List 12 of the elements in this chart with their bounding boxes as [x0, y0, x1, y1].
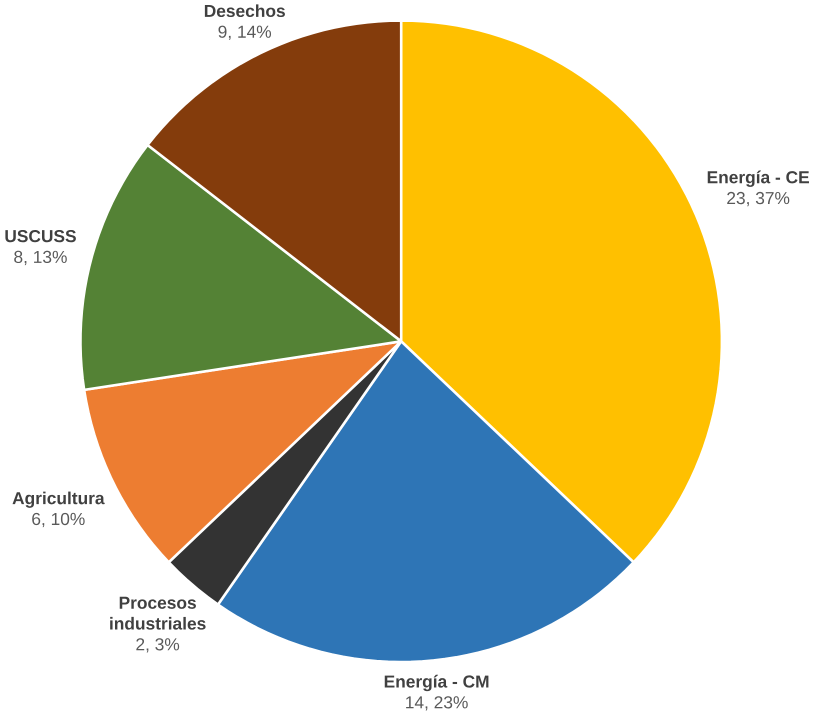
- data-label: 8, 13%: [14, 250, 67, 266]
- data-label: 14, 23%: [406, 696, 468, 711]
- slice-label: Procesos industriales: [110, 596, 206, 630]
- data-label: 6, 10%: [32, 512, 85, 528]
- slice-label: Agricultura: [12, 492, 105, 508]
- slice-label: Desechos: [204, 4, 285, 18]
- slice-label: Energía - CM: [384, 674, 488, 692]
- slice-label: Energía - CE: [708, 170, 809, 187]
- data-label: 23, 37%: [727, 192, 790, 206]
- data-label: 9, 14%: [218, 26, 272, 40]
- data-label: 2, 3%: [136, 638, 180, 653]
- slice-label: USCUSS: [5, 230, 76, 242]
